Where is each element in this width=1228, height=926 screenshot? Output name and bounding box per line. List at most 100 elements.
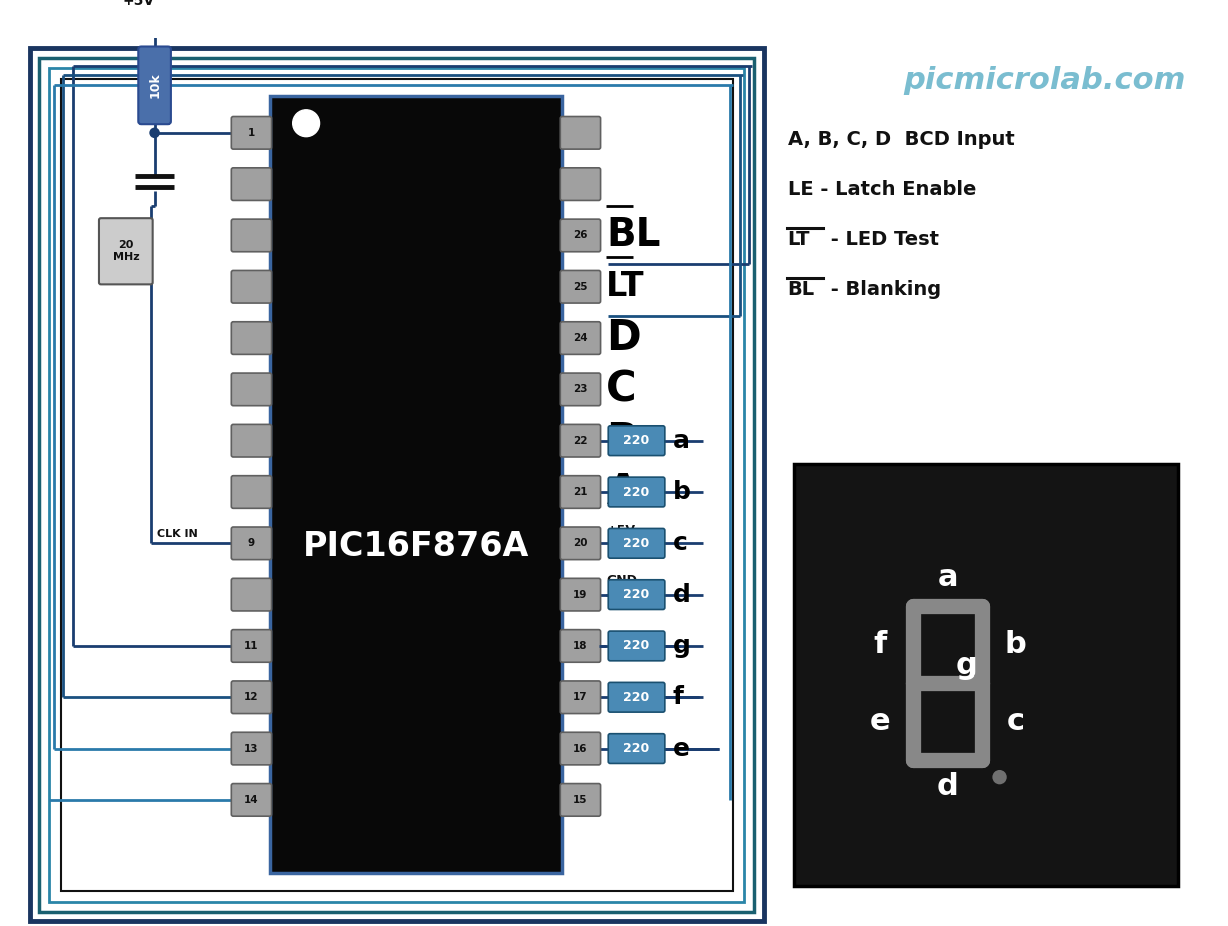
FancyBboxPatch shape [99, 219, 152, 284]
FancyBboxPatch shape [231, 219, 271, 252]
Text: 220: 220 [624, 537, 650, 550]
Text: 20
MHz: 20 MHz [113, 241, 139, 262]
FancyBboxPatch shape [231, 168, 271, 200]
FancyBboxPatch shape [608, 477, 664, 507]
Text: C: C [607, 369, 637, 410]
FancyBboxPatch shape [231, 373, 271, 406]
FancyBboxPatch shape [560, 168, 600, 200]
Text: BL: BL [787, 280, 814, 298]
Text: B: B [607, 419, 639, 462]
Text: 220: 220 [624, 588, 650, 601]
FancyBboxPatch shape [560, 321, 600, 355]
Text: 14: 14 [244, 795, 259, 805]
Text: 25: 25 [573, 282, 588, 292]
FancyBboxPatch shape [231, 527, 271, 559]
Text: 220: 220 [624, 691, 650, 704]
Text: 10k: 10k [149, 72, 161, 98]
Text: d: d [937, 772, 959, 801]
Text: 21: 21 [573, 487, 588, 497]
Circle shape [992, 770, 1007, 784]
Text: 23: 23 [573, 384, 588, 394]
Text: 19: 19 [573, 590, 588, 600]
FancyBboxPatch shape [231, 630, 271, 662]
FancyBboxPatch shape [231, 476, 271, 508]
Text: e: e [869, 707, 890, 736]
FancyBboxPatch shape [560, 476, 600, 508]
Text: 22: 22 [573, 436, 588, 445]
Text: 16: 16 [573, 744, 588, 754]
Bar [49, 68, 744, 902]
Text: e: e [673, 736, 689, 760]
FancyBboxPatch shape [608, 426, 664, 456]
Text: - Blanking: - Blanking [824, 280, 941, 298]
Text: d: d [673, 582, 690, 607]
Text: c: c [1007, 707, 1025, 736]
Text: 9: 9 [248, 538, 255, 548]
FancyBboxPatch shape [231, 321, 271, 355]
Text: b: b [673, 480, 690, 504]
FancyBboxPatch shape [560, 732, 600, 765]
FancyBboxPatch shape [560, 579, 600, 611]
Text: LE: LE [608, 634, 641, 658]
FancyBboxPatch shape [608, 682, 664, 712]
FancyBboxPatch shape [560, 783, 600, 816]
Text: 220: 220 [624, 640, 650, 653]
Bar [39, 58, 754, 911]
Text: c: c [673, 532, 688, 556]
Text: +5V: +5V [607, 523, 635, 536]
Text: 26: 26 [573, 231, 588, 241]
Text: f: f [673, 685, 683, 709]
Text: 18: 18 [573, 641, 588, 651]
Circle shape [150, 128, 160, 138]
FancyBboxPatch shape [560, 630, 600, 662]
FancyBboxPatch shape [231, 732, 271, 765]
FancyBboxPatch shape [560, 527, 600, 559]
Circle shape [292, 110, 319, 137]
Text: D: D [607, 317, 641, 359]
FancyBboxPatch shape [560, 219, 600, 252]
FancyBboxPatch shape [560, 117, 600, 149]
Text: g: g [673, 634, 690, 658]
Text: A: A [607, 471, 639, 513]
Text: LT: LT [607, 270, 645, 303]
Text: CLK IN: CLK IN [156, 529, 198, 539]
FancyBboxPatch shape [231, 424, 271, 457]
FancyBboxPatch shape [231, 270, 271, 303]
Bar [795, 464, 1178, 885]
Text: LE - Latch Enable: LE - Latch Enable [787, 180, 976, 199]
FancyBboxPatch shape [608, 580, 664, 609]
FancyBboxPatch shape [560, 270, 600, 303]
Text: 220: 220 [624, 434, 650, 447]
FancyBboxPatch shape [560, 681, 600, 714]
Text: 17: 17 [573, 693, 588, 702]
Text: 220: 220 [624, 485, 650, 498]
Text: a: a [937, 563, 958, 592]
FancyBboxPatch shape [231, 579, 271, 611]
FancyBboxPatch shape [231, 681, 271, 714]
Text: 24: 24 [573, 333, 588, 343]
Text: g: g [957, 651, 977, 681]
FancyBboxPatch shape [608, 733, 664, 763]
Bar [60, 79, 733, 891]
FancyBboxPatch shape [608, 529, 664, 558]
Bar [270, 96, 562, 873]
FancyBboxPatch shape [231, 117, 271, 149]
Text: a: a [673, 429, 689, 453]
Text: A, B, C, D  BCD Input: A, B, C, D BCD Input [787, 130, 1014, 149]
Text: +5V: +5V [123, 0, 155, 8]
FancyBboxPatch shape [560, 373, 600, 406]
Text: 15: 15 [573, 795, 588, 805]
Text: GND: GND [607, 574, 637, 587]
Text: 20: 20 [573, 538, 588, 548]
Text: f: f [873, 631, 887, 659]
Text: - LED Test: - LED Test [824, 230, 939, 249]
Text: 12: 12 [244, 693, 259, 702]
Text: 11: 11 [244, 641, 259, 651]
Text: 1: 1 [248, 128, 255, 138]
Text: 220: 220 [624, 742, 650, 755]
Text: 13: 13 [244, 744, 259, 754]
Bar [29, 48, 764, 921]
Text: LT: LT [787, 230, 810, 249]
FancyBboxPatch shape [560, 424, 600, 457]
FancyBboxPatch shape [231, 783, 271, 816]
